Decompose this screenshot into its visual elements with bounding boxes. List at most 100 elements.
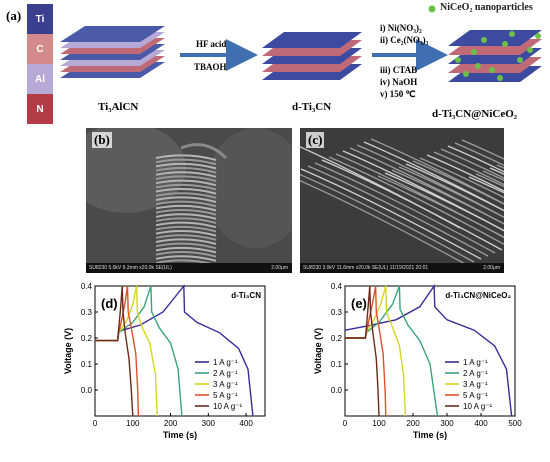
chart-d: 0 100 200 300 400 0.0 0.1 0.2 0.3 0.4 Time (s) Volt… [63, 282, 266, 440]
x-tick-label: 0 [343, 419, 348, 428]
legend-label: 3 A g⁻¹ [213, 380, 238, 389]
plot-frame [344, 285, 516, 417]
sem-streak [405, 163, 504, 212]
sem-streak [419, 157, 504, 199]
chart-e: 0 100 200 300 400 500 0.0 0.1 0.2 0.3 0.4 Time (s) V… [313, 282, 522, 440]
nanoparticle-dot [527, 47, 533, 53]
label-dti3cn: d-Ti₃CN [292, 101, 332, 113]
sem-streak [314, 162, 496, 254]
sem-streak [482, 170, 504, 181]
synthesis-schematic [60, 5, 542, 82]
nanoparticle-dot [502, 41, 508, 47]
y-tick-label: 0.0 [81, 386, 93, 395]
x-tick-label: 0 [93, 419, 98, 428]
ti3alcn-stack [60, 26, 165, 78]
y-tick-label: 0.3 [81, 308, 93, 317]
nanoparticle-dot [535, 33, 541, 39]
sem-streak [447, 145, 504, 173]
sem-streak [300, 168, 482, 260]
sem-layer [155, 154, 217, 161]
sem-layer [155, 217, 217, 224]
sem-streak [307, 165, 489, 257]
series-line [345, 285, 380, 417]
sem-layer [155, 221, 217, 229]
sem-layer [155, 238, 217, 245]
reagent-4: iv) NaOH [380, 77, 418, 87]
sem-streak [454, 142, 504, 167]
sem-streak [433, 151, 504, 186]
y-axis-label: Voltage (V) [313, 328, 323, 374]
legend-label: 2 A g⁻¹ [213, 369, 238, 378]
x-tick-label: 300 [202, 419, 216, 428]
sem-streak [300, 179, 468, 266]
label-ti3alcn: Ti₃AlCN [98, 101, 139, 113]
sem-streak [440, 148, 504, 179]
nanoparticle-dot [497, 75, 503, 81]
x-tick-label: 400 [239, 419, 253, 428]
x-axis-label: Time (s) [163, 430, 197, 440]
legend-label: 10 A g⁻¹ [463, 402, 492, 411]
sem-image-b: SU8230 5.0kV 9.3mm x20.0k SE(UL) 2.00μm [86, 128, 292, 273]
sem-b-texture [86, 128, 292, 273]
reagent-5: v) 150 ℃ [380, 89, 416, 99]
sem-b-caption: SU8230 5.0kV 9.3mm x20.0k SE(UL) 2.00μm [86, 263, 292, 273]
arrow1-bottom-label: TBAOH [194, 62, 227, 72]
sem-layer [155, 251, 217, 258]
nanoparticle-dot [509, 31, 515, 37]
nanoparticle-dot [489, 67, 495, 73]
element-ti: Ti [27, 4, 53, 34]
x-tick-label: 200 [164, 419, 178, 428]
y-tick-label: 0.1 [331, 360, 343, 369]
sem-layer [155, 158, 217, 166]
series-line [95, 285, 134, 417]
nanoparticle-dot [471, 49, 477, 55]
legend-label: 1 A g⁻¹ [463, 358, 488, 367]
x-tick-label: 400 [474, 419, 488, 428]
nanoparticle-legend: NiCeO₂ nanoparticles [440, 2, 533, 13]
panel-label-c: (c) [306, 132, 325, 148]
sem-streak [384, 172, 504, 232]
reagent-2: ii) Ce₂(NO₃)₃ [380, 35, 429, 45]
y-tick-label: 0.1 [81, 360, 93, 369]
sem-layer [155, 242, 217, 250]
y-tick-label: 0.3 [331, 308, 343, 317]
y-tick-label: 0.0 [331, 386, 343, 395]
panel-label-d: (d) [101, 296, 118, 311]
reagent-1: i) Ni(NO₃)₂ [380, 23, 422, 33]
x-tick-label: 200 [406, 419, 420, 428]
sem-streak [356, 144, 504, 218]
sem-layer [155, 171, 217, 178]
sem-streak [475, 173, 504, 188]
sem-layer [155, 192, 217, 199]
y-tick-label: 0.4 [331, 282, 343, 291]
sem-c-caption: SU8230 3.0kV 11.6mm x20.0k SE(UL) 11/19/… [300, 263, 504, 273]
nanoparticle-dot [463, 71, 469, 77]
sem-image-c: SU8230 3.0kV 11.6mm x20.0k SE(UL) 11/19/… [300, 128, 504, 273]
nanoparticle-legend-dot [428, 5, 436, 13]
sem-streak [398, 166, 504, 218]
sem-streak [370, 138, 504, 205]
reagent-3: iii) CTAB [380, 65, 418, 75]
reagent-list-2: iii) CTAB iv) NaOH v) 150 ℃ [380, 64, 417, 100]
nanoparticle-dot [455, 57, 461, 63]
sem-layer [155, 200, 217, 208]
nanoparticle-dot [475, 63, 481, 69]
sem-streak [321, 159, 503, 251]
legend-label: 2 A g⁻¹ [463, 369, 488, 378]
sem-layer [155, 204, 217, 212]
chart-title: d-Ti₃CN [231, 291, 261, 300]
sem-layer [155, 234, 217, 241]
legend-label: 3 A g⁻¹ [463, 380, 488, 389]
element-al: Al [27, 64, 53, 94]
legend-label: 5 A g⁻¹ [463, 391, 488, 400]
sem-streak [426, 154, 504, 192]
sem-layer [155, 255, 217, 262]
legend-label: 5 A g⁻¹ [213, 391, 238, 400]
sem-layer [155, 209, 217, 216]
y-axis-label: Voltage (V) [63, 328, 73, 374]
panel-label-e: (e) [351, 296, 367, 311]
sem-layer [155, 183, 217, 191]
composite-stack [448, 30, 542, 82]
sem-layer [155, 196, 217, 203]
nanoparticle-dot [481, 37, 487, 43]
